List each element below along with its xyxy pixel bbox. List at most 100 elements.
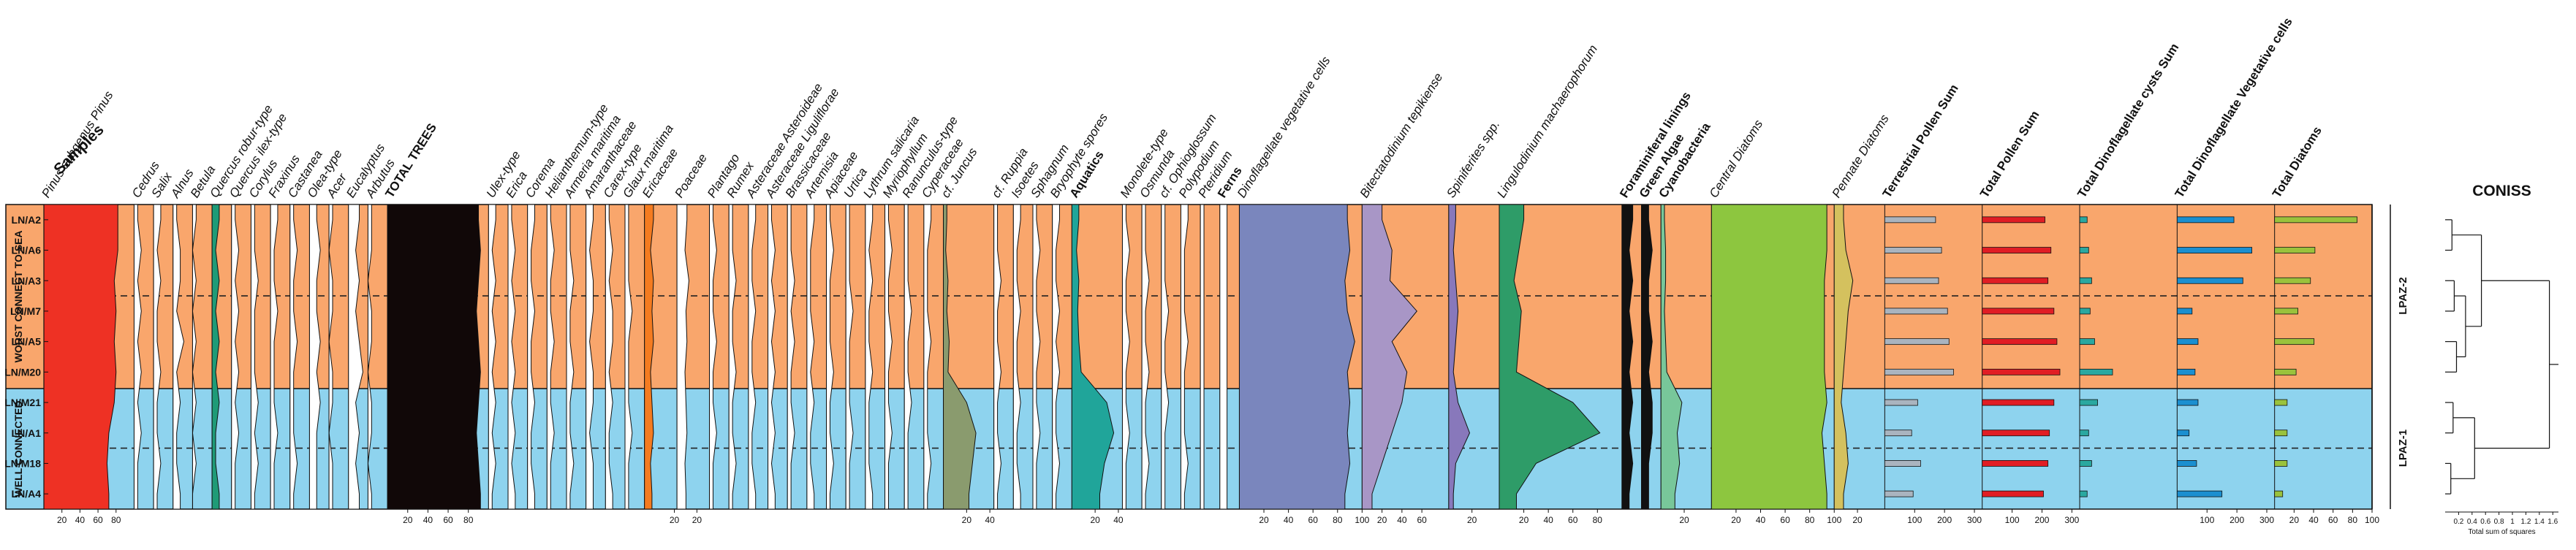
x-tick-label: 200 <box>2034 515 2049 525</box>
x-tick-label: 100 <box>2005 515 2020 525</box>
sum-bar <box>2274 490 2284 497</box>
coniss-tick-label: 1.6 <box>2547 518 2558 526</box>
x-tick-label: 80 <box>1593 515 1603 525</box>
sum-bar <box>1982 338 2058 345</box>
taxon-curve <box>826 204 834 510</box>
x-tick-label: 80 <box>463 515 474 525</box>
x-tick-label: 40 <box>75 515 86 525</box>
taxon-label: Total Dinoflagellate cysts Sum <box>2075 41 2181 200</box>
taxon-label: Pennate Diatoms <box>1830 112 1892 200</box>
x-tick-label: 300 <box>1967 515 1982 525</box>
sample-label: LN/M21 <box>4 397 41 408</box>
taxon-curve <box>1200 204 1205 510</box>
taxon-curve <box>1052 204 1060 510</box>
taxon-curve <box>173 204 185 510</box>
taxon-curve <box>566 204 575 510</box>
taxon-curve <box>1180 204 1189 510</box>
x-tick-label: 20 <box>670 515 680 525</box>
x-tick-label: 60 <box>93 515 103 525</box>
sum-bar <box>1982 247 2052 253</box>
sample-label: LN/A5 <box>12 336 42 348</box>
x-tick-label: 60 <box>1308 515 1319 525</box>
sum-bar <box>2274 429 2288 437</box>
sum-bar <box>2176 460 2197 467</box>
sample-label: LN/A4 <box>12 488 42 500</box>
taxon-curve <box>1660 204 1683 510</box>
coniss-title: CONISS <box>2472 183 2531 199</box>
taxon-curve <box>865 204 874 510</box>
taxon-curve <box>367 204 372 510</box>
taxon-curve <box>348 204 363 510</box>
taxon-curve <box>153 204 162 510</box>
x-tick-label: 20 <box>1090 515 1100 525</box>
sum-bar <box>1982 490 2044 497</box>
x-tick-label: 80 <box>1805 515 1815 525</box>
coniss-xlabel: Total sum of squares <box>2468 528 2535 536</box>
taxon-curve <box>787 204 795 510</box>
sample-label: LN/M7 <box>10 305 41 317</box>
sum-bar <box>1982 429 2050 437</box>
x-tick-label: 300 <box>2064 515 2079 525</box>
taxon-curve <box>1071 204 1115 510</box>
sum-bar <box>1982 216 2045 224</box>
sum-bar <box>1884 399 1918 406</box>
sum-bar <box>2274 368 2297 375</box>
taxon-curve <box>624 204 633 510</box>
sum-bar <box>2176 429 2190 437</box>
taxon-label: Central Diatoms <box>1707 117 1766 200</box>
x-tick-label: 300 <box>2259 515 2274 525</box>
x-tick-label: 20 <box>1377 515 1387 525</box>
sum-bar <box>2176 338 2199 345</box>
x-tick-label: 60 <box>1780 515 1790 525</box>
sum-bar <box>1884 460 1921 467</box>
sum-bar <box>1884 368 1954 375</box>
sum-bar <box>2274 247 2316 253</box>
x-tick-label: 20 <box>1259 515 1269 525</box>
coniss-tick-label: 0.4 <box>2467 518 2477 526</box>
x-tick-label: 20 <box>1852 515 1863 525</box>
taxon-curve <box>709 204 717 510</box>
sum-bar <box>2176 277 2243 284</box>
sum-bar <box>1884 429 1912 437</box>
taxon-curve <box>605 204 613 510</box>
taxon-curve <box>488 204 496 510</box>
x-tick-label: 20 <box>1679 515 1689 525</box>
taxon-label: Total Diatoms <box>2270 124 2325 200</box>
taxon-curve <box>728 204 737 510</box>
taxon-curve <box>1361 204 1417 510</box>
x-tick-label: 20 <box>2289 515 2300 525</box>
sum-bar <box>1884 338 1950 345</box>
taxon-label: Bitectatodinium tepikiense <box>1357 71 1446 201</box>
coniss-dendrogram: LPAZ-2 LPAZ-1 CONISS 0.2 0.4 0.6 0.8 1 1.2 1.4 1.6… <box>2390 183 2558 536</box>
taxon-curve <box>1833 204 1854 510</box>
x-tick-label: 20 <box>1467 515 1477 525</box>
sample-label: LN/M20 <box>4 366 41 378</box>
taxon-curve <box>904 204 912 510</box>
sum-bar <box>2079 308 2091 315</box>
taxon-curve <box>1448 204 1471 510</box>
sum-bar <box>2079 247 2089 253</box>
taxon-curve <box>328 204 333 510</box>
x-tick-label: 20 <box>692 515 702 525</box>
sum-bar <box>2079 368 2113 375</box>
taxon-curve <box>1641 204 1653 510</box>
taxon-curve <box>192 204 197 509</box>
taxon-column: Cedrus <box>129 158 162 510</box>
sum-bar <box>1884 277 1939 284</box>
x-tick-label: 60 <box>2328 515 2338 525</box>
taxon-curve <box>211 204 220 510</box>
sum-bar <box>2274 277 2311 284</box>
sum-bar <box>2176 247 2252 253</box>
taxon-curve <box>308 204 321 510</box>
taxon-label: Dinoflagellate vegetative cells <box>1235 54 1333 200</box>
taxon-curve <box>676 204 689 510</box>
sum-bar <box>2176 368 2196 375</box>
x-tick-label: 100 <box>2365 515 2379 525</box>
sum-bar <box>1884 247 1942 253</box>
sum-bar <box>2079 399 2098 406</box>
sum-bar <box>1884 490 1914 497</box>
sum-bar <box>2176 399 2199 406</box>
sum-bar <box>2176 216 2235 224</box>
